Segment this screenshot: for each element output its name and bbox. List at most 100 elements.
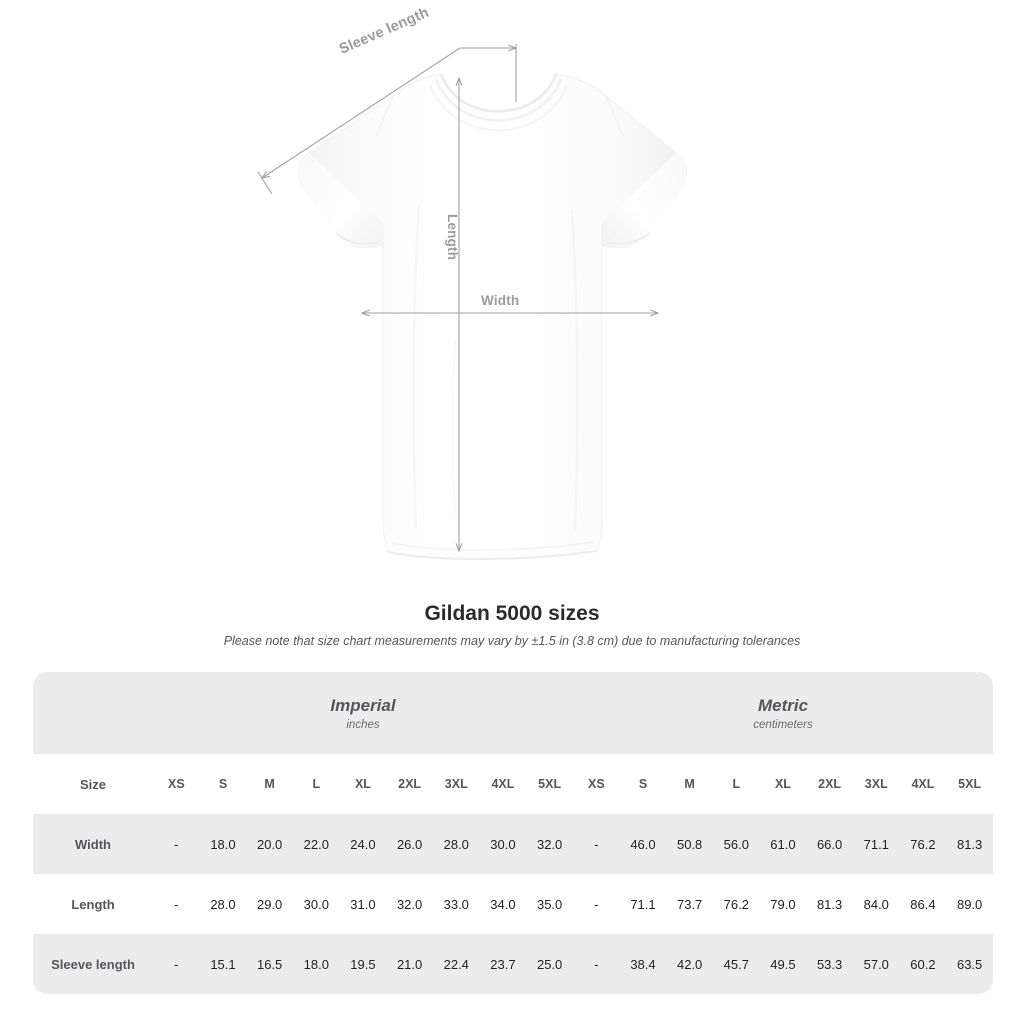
size-header-text: L [312,777,321,791]
measurement-cell: 32.0 [526,814,573,874]
measurement-cell: 15.1 [199,934,247,994]
measurement-cell: 22.4 [432,934,480,994]
measurement-cell: 19.5 [339,934,387,994]
row-label-cell: Sleeve length [33,934,153,994]
garment-shape [297,73,688,561]
size-header-text: L [732,777,741,791]
size-header-cell: 4XL [479,754,527,814]
size-header-cell: S [619,754,667,814]
measurement-cell: 28.0 [199,874,247,934]
measurement-cell: 66.0 [806,814,853,874]
size-header-text: 3XL [444,777,468,791]
row-label-text: Sleeve length [51,956,135,972]
measurement-cell: 60.2 [899,934,947,994]
size-header-cell: 4XL [899,754,947,814]
table-row: Sleeve length -15.1 16.5 18.0 19.5 21.0 22.4 23… [33,934,993,994]
measurement-cell: 76.2 [712,874,760,934]
measurement-cell: 28.0 [432,814,480,874]
size-column-header-label: Size [79,776,106,792]
unit-banner-row: Imperial inches Metric centimeters [33,672,993,754]
size-header-text: 2XL [398,777,422,791]
unit-name: Metric [757,695,809,715]
measurement-cell: 24.0 [339,814,387,874]
measurement-cell: 35.0 [526,874,573,934]
measurement-cell: 34.0 [479,874,527,934]
page-subtitle: Please note that size chart measurements… [223,634,801,648]
measurement-cell: - [153,934,200,994]
measurement-cell: 18.0 [199,814,247,874]
size-header-cell: 5XL [526,754,573,814]
measurement-cell: 61.0 [759,814,807,874]
measurement-cell: 45.7 [712,934,760,994]
size-header-text: S [218,777,228,791]
size-header-text: 4XL [491,777,515,791]
length-label: Length [445,214,460,261]
size-header-text: XL [774,777,791,791]
measurement-cell: 73.7 [666,874,713,934]
measurement-cell: 89.0 [946,874,993,934]
measurement-cell: - [153,814,200,874]
measurement-guides [257,44,660,553]
unit-banner-metric: Metric centimeters [573,672,993,754]
size-header-text: 5XL [538,777,562,791]
unit-banner-imperial: Imperial inches [153,672,573,754]
measurement-cell: 53.3 [806,934,853,994]
size-header-text: M [684,777,695,791]
size-chart-table: Imperial inches Metric centimeters Size XS S M L… [33,672,993,994]
unit-subtitle: inches [346,719,380,732]
width-label: Width [481,293,520,308]
size-header-cell: L [712,754,760,814]
row-label-text: Length [71,896,115,912]
measurement-cell: - [573,874,620,934]
sleeve-length-arrow [260,47,461,179]
size-header-cell: XL [339,754,387,814]
cuff-tick [257,171,273,195]
size-header-cell: 3XL [852,754,900,814]
measurement-cell: 23.7 [479,934,527,994]
size-header-cell: S [199,754,247,814]
measurement-cell: 71.1 [619,874,667,934]
measurement-cell: 76.2 [899,814,947,874]
tshirt-illustration [257,44,688,561]
size-header-text: 4XL [911,777,935,791]
measurement-cell: 32.0 [386,874,433,934]
row-label-cell: Length [33,874,153,934]
size-header-cell: L [292,754,340,814]
measurement-cell: 29.0 [246,874,293,934]
unit-name: Imperial [330,695,396,715]
size-header-cell: XS [153,754,200,814]
unit-banner-spacer [33,672,153,754]
measurement-cell: 49.5 [759,934,807,994]
size-header-text: M [264,777,275,791]
table-row: Width -18.0 20.0 22.0 24.0 26.0 28.0 30.0 32.0-4… [33,814,993,874]
measurement-cell: 25.0 [526,934,573,994]
measurement-cell: 46.0 [619,814,667,874]
measurement-cell: 79.0 [759,874,807,934]
size-column-header: Size [33,754,153,814]
measurement-cell: 56.0 [712,814,760,874]
row-label-cell: Width [33,814,153,874]
size-header-row: Size XS S M L XL 2XL 3XL 4XL 5XL XS S M L XL 2XL 3XL 4XL 5… [33,754,993,814]
size-header-text: XS [167,777,185,791]
measurement-cell: 16.5 [246,934,293,994]
measurement-cell: - [153,874,200,934]
measurement-cell: 22.0 [292,814,340,874]
measurement-cell: 50.8 [666,814,713,874]
measurement-cell: 31.0 [339,874,387,934]
size-header-text: XS [587,777,605,791]
size-header-cell: 5XL [946,754,993,814]
measurement-cell: 30.0 [479,814,527,874]
measurement-cell: 21.0 [386,934,433,994]
size-header-text: 5XL [958,777,982,791]
size-header-cell: XL [759,754,807,814]
measurement-cell: 30.0 [292,874,340,934]
measurement-cell: 84.0 [852,874,900,934]
measurement-cell: 38.4 [619,934,667,994]
page-title: Gildan 5000 sizes [424,602,600,625]
measurement-cell: 20.0 [246,814,293,874]
measurement-cell: 71.1 [852,814,900,874]
measurement-cell: 18.0 [292,934,340,994]
size-header-cell: 3XL [432,754,480,814]
measurement-cell: 42.0 [666,934,713,994]
